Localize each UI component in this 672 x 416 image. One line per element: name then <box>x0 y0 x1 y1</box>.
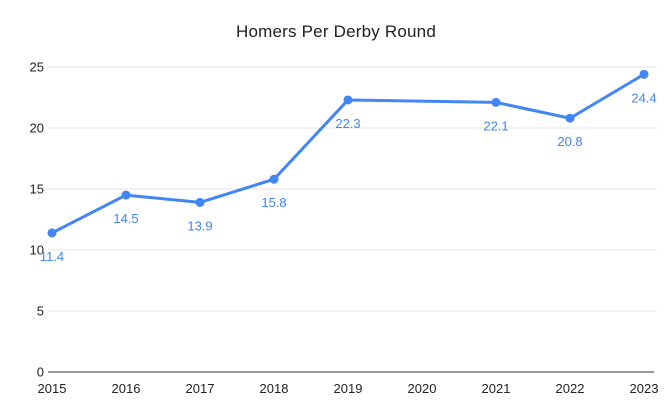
data-point-marker[interactable] <box>121 190 131 200</box>
data-point-marker[interactable] <box>47 228 57 238</box>
data-point-label: 22.3 <box>335 116 360 131</box>
x-axis-tick-label: 2021 <box>482 381 511 396</box>
y-axis-tick-label: 10 <box>30 243 44 258</box>
y-axis-tick-label: 20 <box>30 121 44 136</box>
y-axis-tick-label: 0 <box>37 365 44 380</box>
data-point-marker[interactable] <box>491 97 501 107</box>
x-axis-tick-label: 2023 <box>630 381 659 396</box>
x-axis-tick-label: 2016 <box>112 381 141 396</box>
data-point-marker[interactable] <box>269 174 279 184</box>
data-point-marker[interactable] <box>343 95 353 105</box>
y-axis-tick-label: 5 <box>37 304 44 319</box>
data-point-label: 22.1 <box>483 118 508 133</box>
x-axis-tick-label: 2022 <box>556 381 585 396</box>
data-point-label: 11.4 <box>40 249 64 264</box>
series-line <box>50 72 646 235</box>
chart-title: Homers Per Derby Round <box>236 22 436 41</box>
data-point-marker[interactable] <box>639 69 649 79</box>
data-point-marker[interactable] <box>565 113 575 123</box>
y-axis-tick-label: 15 <box>30 182 44 197</box>
x-axis-tick-label: 2015 <box>38 381 67 396</box>
data-point-label: 13.9 <box>187 218 212 233</box>
x-axis-tick-label: 2020 <box>408 381 437 396</box>
data-point-label: 20.8 <box>557 134 582 149</box>
data-point-marker[interactable] <box>195 197 205 207</box>
data-point-label: 15.8 <box>261 195 286 210</box>
y-axis-tick-label: 25 <box>30 60 44 75</box>
data-point-label: 24.4 <box>631 90 656 105</box>
x-axis-tick-label: 2018 <box>260 381 289 396</box>
x-axis-tick-label: 2017 <box>186 381 215 396</box>
data-point-label: 14.5 <box>113 211 138 226</box>
x-axis-tick-label: 2019 <box>334 381 363 396</box>
